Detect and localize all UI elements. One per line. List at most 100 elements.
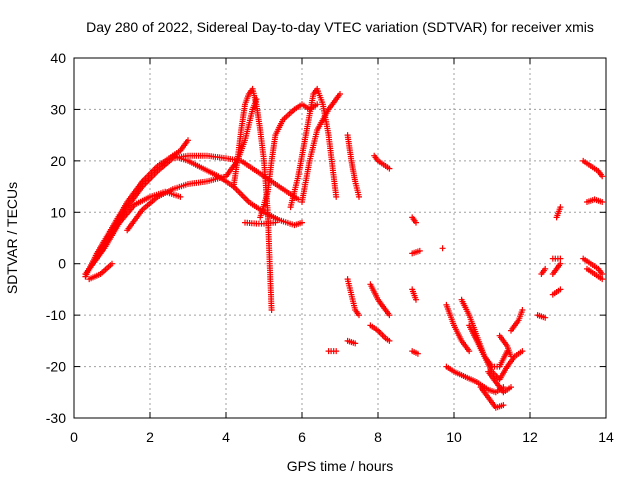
- series-arc-32: [508, 307, 526, 334]
- y-tick-labels: -30 -20 -10 0 10 20 30 40: [46, 50, 66, 426]
- series-arc-17: [367, 281, 393, 319]
- series-arc-18: [367, 322, 393, 344]
- data-point: [542, 265, 549, 272]
- x-tick-labels: 0 2 4 6 8 10 12 14: [70, 429, 614, 445]
- y-tick-label: -10: [46, 307, 66, 323]
- series-arc-22: [409, 348, 421, 357]
- data-point: [508, 384, 514, 391]
- axis-ticks: [73, 57, 607, 419]
- series-arc-21: [409, 286, 419, 303]
- series-arc-36: [549, 260, 564, 277]
- data-point: [268, 307, 275, 313]
- data-point: [519, 348, 526, 355]
- data-point: [299, 219, 305, 226]
- series-arc-12: [344, 132, 362, 200]
- data-point: [557, 286, 564, 293]
- data-point: [439, 245, 446, 252]
- series-arc-30: [496, 332, 514, 360]
- series-arc-31: [504, 348, 526, 370]
- series-arc-42: [584, 265, 606, 283]
- series-arc-7: [242, 219, 279, 227]
- data-point: [557, 255, 564, 262]
- x-tick-label: 4: [222, 429, 230, 445]
- series-arc-20: [409, 247, 423, 257]
- series-arc-16: [371, 152, 393, 172]
- chart-title: Day 280 of 2022, Sidereal Day-to-day VTE…: [86, 19, 594, 35]
- data-point: [599, 271, 606, 277]
- x-tick-label: 12: [522, 429, 538, 445]
- grid-lines: [74, 58, 606, 418]
- series-arc-15: [344, 337, 359, 347]
- data-point: [413, 296, 419, 303]
- data-point: [356, 193, 362, 200]
- data-point: [337, 91, 343, 97]
- series-arc-35: [549, 255, 564, 262]
- data-point: [413, 219, 419, 226]
- y-tick-label: -20: [46, 359, 66, 375]
- x-tick-label: 10: [446, 429, 462, 445]
- plot-frame: [73, 57, 607, 419]
- y-tick-label: 10: [50, 204, 66, 220]
- data-point: [599, 199, 606, 205]
- series-arc-13: [344, 276, 362, 319]
- data-point: [557, 260, 564, 267]
- x-tick-label: 14: [598, 429, 614, 445]
- series-arc-27: [466, 322, 511, 370]
- y-tick-label: 30: [50, 101, 66, 117]
- series-arc-33: [534, 312, 549, 321]
- y-tick-label: -30: [46, 410, 66, 426]
- series-arc-39: [580, 157, 606, 180]
- y-axis-label: SDTVAR / TECUs: [4, 182, 20, 294]
- data-point: [416, 247, 423, 254]
- series-arc-29: [485, 368, 514, 396]
- series-arc-6: [169, 152, 305, 229]
- series-arc-10: [287, 85, 340, 211]
- data-point: [333, 348, 340, 355]
- data-point: [177, 193, 184, 200]
- data-point: [314, 101, 321, 108]
- x-axis-label: GPS time / hours: [287, 458, 394, 474]
- series-arc-4: [86, 188, 184, 272]
- data-point: [599, 173, 606, 180]
- data-point: [414, 350, 421, 357]
- data-point: [466, 348, 473, 355]
- data-point: [352, 340, 359, 347]
- series-arc-14: [325, 348, 340, 355]
- data-marks: [82, 85, 606, 411]
- data-point: [557, 204, 564, 211]
- x-tick-label: 6: [298, 429, 306, 445]
- x-tick-label: 0: [70, 429, 78, 445]
- series-arc-38: [553, 204, 564, 221]
- y-tick-label: 0: [58, 256, 66, 272]
- series-arc-11: [299, 91, 343, 205]
- series-arc-40: [584, 196, 606, 205]
- y-tick-label: 40: [50, 50, 66, 66]
- series-arc-25: [443, 363, 507, 396]
- data-point: [500, 402, 507, 409]
- series-arc-3: [86, 260, 115, 283]
- data-point: [272, 219, 279, 226]
- y-tick-label: 20: [50, 153, 66, 169]
- data-point: [599, 276, 606, 283]
- x-tick-label: 2: [146, 429, 154, 445]
- series-arc-24: [443, 301, 473, 355]
- data-point: [519, 307, 526, 313]
- series-arc-37: [549, 286, 564, 298]
- data-point: [386, 165, 393, 172]
- series-arc-19: [409, 214, 419, 226]
- data-point: [356, 312, 362, 319]
- series-arc-41: [580, 255, 606, 277]
- series-arc-28: [477, 384, 507, 411]
- x-tick-label: 8: [374, 429, 382, 445]
- series-arc-8: [230, 85, 275, 313]
- data-point: [386, 312, 393, 319]
- data-point: [333, 193, 340, 200]
- data-point: [386, 337, 393, 344]
- data-point: [542, 314, 549, 321]
- series-arc-34: [538, 265, 549, 277]
- series-arc-23: [439, 245, 446, 252]
- data-point: [185, 137, 191, 144]
- series-arc-9: [257, 101, 321, 221]
- data-point: [109, 260, 115, 267]
